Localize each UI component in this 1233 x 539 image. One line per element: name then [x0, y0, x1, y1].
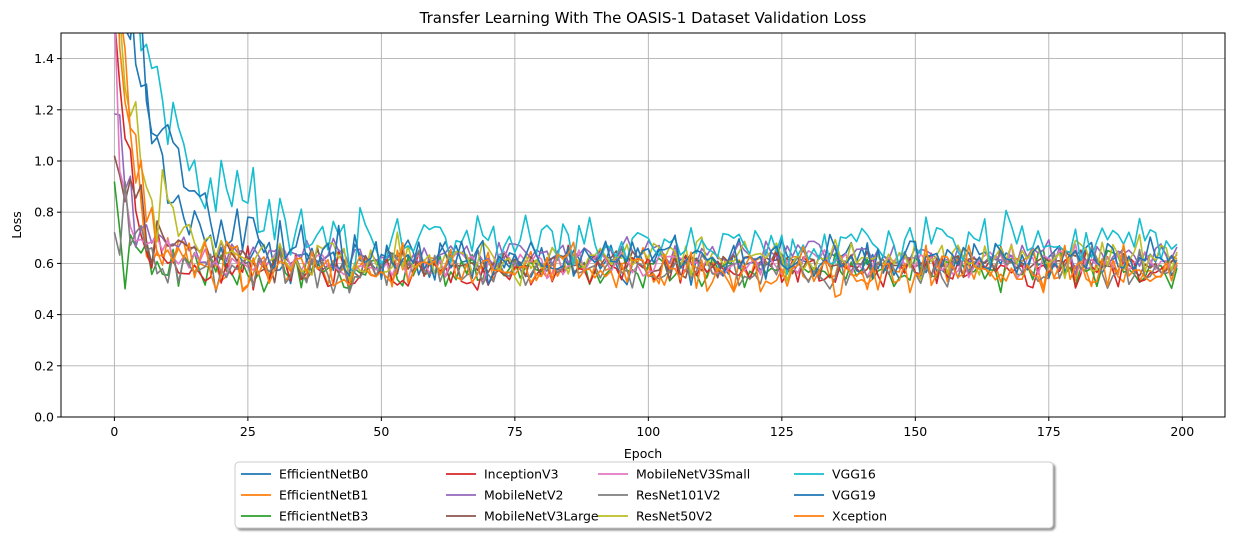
legend-label: VGG16 [832, 467, 876, 482]
x-tick-label: 0 [110, 424, 118, 439]
legend-label: MobileNetV2 [484, 488, 563, 503]
chart-title: Transfer Learning With The OASIS-1 Datas… [419, 9, 867, 27]
legend-label: EfficientNetB1 [279, 488, 368, 503]
legend-label: ResNet50V2 [636, 509, 713, 524]
y-tick-label: 0.0 [34, 410, 54, 425]
y-tick-label: 0.2 [34, 358, 54, 373]
series-line-xception [122, 33, 1178, 298]
x-tick-label: 125 [770, 424, 794, 439]
legend-label: MobileNetV3Small [636, 467, 750, 482]
legend-label: EfficientNetB3 [279, 509, 368, 524]
y-axis-label: Loss [9, 211, 24, 238]
x-tick-label: 150 [903, 424, 927, 439]
series-lines [113, 33, 1178, 298]
series-line-vgg16 [139, 33, 1178, 275]
y-tick-label: 0.8 [34, 205, 54, 220]
y-tick-label: 0.6 [34, 256, 54, 271]
legend-label: ResNet101V2 [636, 488, 721, 503]
legend-label: InceptionV3 [484, 467, 559, 482]
x-tick-label: 25 [240, 424, 256, 439]
x-tick-label: 75 [507, 424, 523, 439]
x-tick-label: 100 [636, 424, 660, 439]
legend: EfficientNetB0 EfficientNetB1 EfficientNet… [234, 461, 1054, 529]
series-line-vgg19 [126, 33, 1178, 286]
series-line-resnet101v2 [113, 180, 1178, 294]
x-tick-label: 50 [373, 424, 389, 439]
y-axis-ticks: 0.0 0.2 0.4 0.6 0.8 1.0 1.2 1.4 [34, 51, 61, 425]
legend-label: MobileNetV3Large [484, 509, 599, 524]
y-tick-label: 0.4 [34, 307, 54, 322]
y-tick-label: 1.0 [34, 154, 54, 169]
legend-label: EfficientNetB0 [279, 467, 368, 482]
x-tick-label: 175 [1037, 424, 1061, 439]
x-axis-label: Epoch [624, 446, 662, 461]
y-tick-label: 1.4 [34, 51, 54, 66]
legend-label: Xception [832, 509, 887, 524]
legend-box [234, 461, 1054, 529]
y-tick-label: 1.2 [34, 102, 54, 117]
grid [61, 33, 1225, 418]
legend-label: VGG19 [832, 488, 876, 503]
x-tick-label: 200 [1170, 424, 1194, 439]
x-axis-ticks: 0 25 50 75 100 125 150 175 200 [110, 417, 1194, 439]
plot-frame [60, 32, 1226, 418]
